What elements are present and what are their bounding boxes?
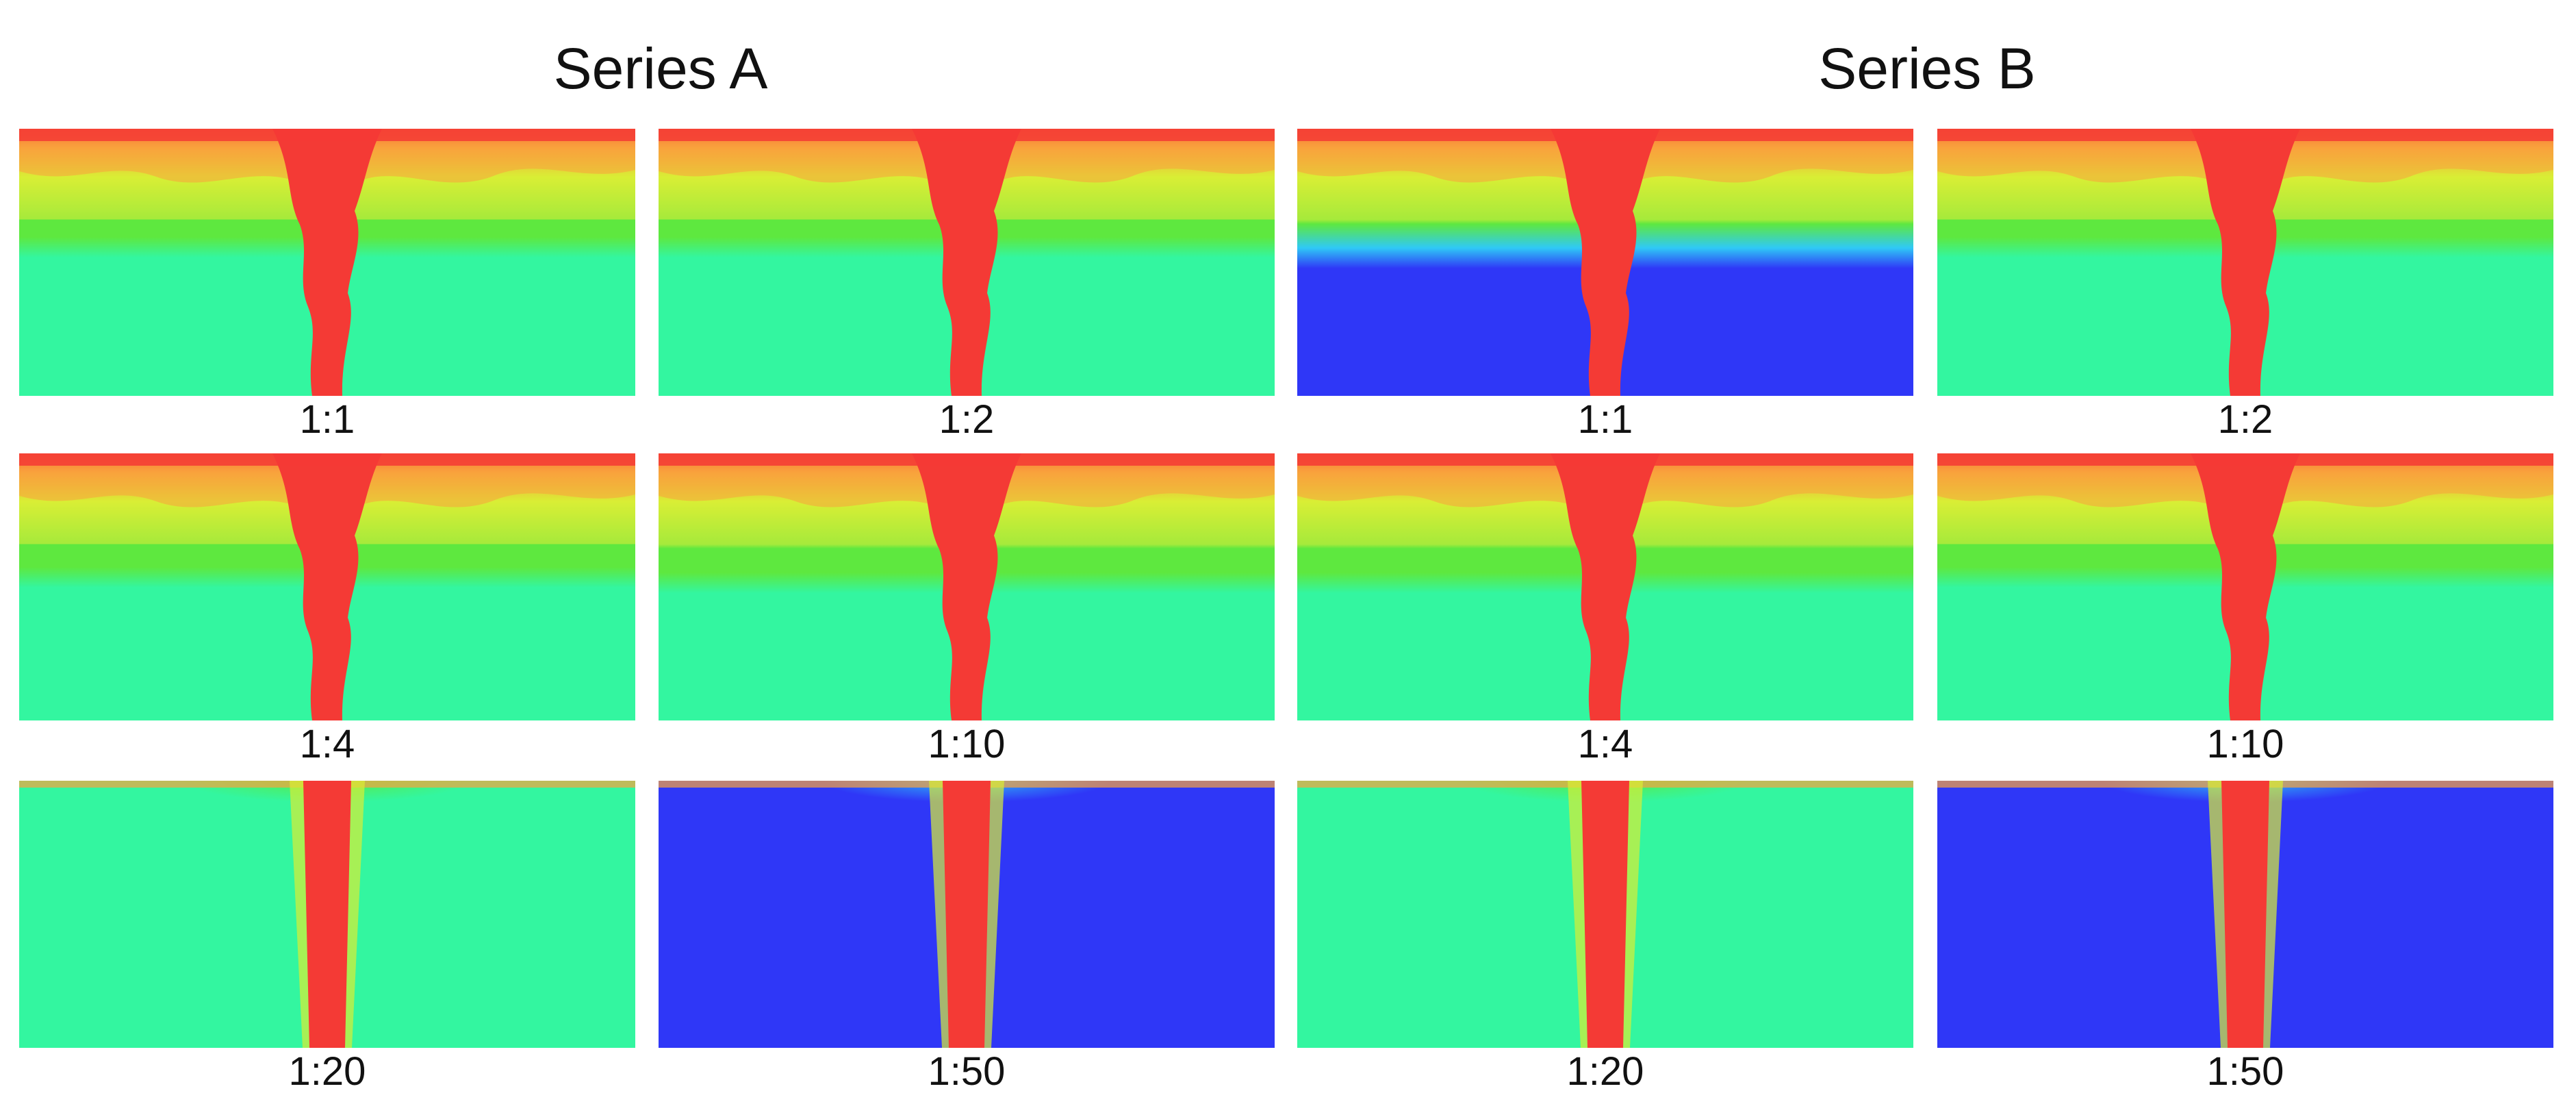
top-layer (19, 453, 635, 466)
series-b-panel-5-label: 1:20 (1566, 1049, 1644, 1094)
panel-canvas (1937, 453, 2553, 720)
series-b-panel-4 (1937, 453, 2553, 720)
panel-canvas (1297, 453, 1913, 720)
series-b-panel-1 (1297, 129, 1913, 396)
series-a-panel-3 (19, 453, 635, 720)
panel-canvas (19, 129, 635, 396)
series-a-panel-1 (19, 129, 635, 396)
series-a-panel-6 (659, 781, 1275, 1048)
top-layer (1937, 129, 2553, 141)
panel-canvas (1297, 129, 1913, 396)
series-b-panel-5 (1297, 781, 1913, 1048)
top-layer (659, 453, 1275, 466)
top-layer (1297, 453, 1913, 466)
series-a-panel-6-label: 1:50 (928, 1049, 1006, 1094)
series-b-panel-3-label: 1:4 (1577, 722, 1633, 766)
panel-canvas (659, 129, 1275, 396)
panel-canvas (1937, 781, 2553, 1048)
plume (1581, 781, 1629, 1048)
series-a-panel-2-label: 1:2 (939, 397, 995, 442)
series-a-panel-5-label: 1:20 (288, 1049, 366, 1094)
series-a-panel-3-label: 1:4 (299, 722, 355, 766)
plume (2191, 453, 2300, 720)
series-b-panel-1-label: 1:1 (1577, 397, 1633, 442)
panel-canvas (19, 781, 635, 1048)
plume (943, 781, 991, 1048)
series-b-panel-2-label: 1:2 (2217, 397, 2273, 442)
series-b-panel-3 (1297, 453, 1913, 720)
series-b-panel-6-label: 1:50 (2206, 1049, 2284, 1094)
series-a-title: Series A (553, 36, 768, 101)
series-a-panel-5 (19, 781, 635, 1048)
top-layer (659, 129, 1275, 141)
panel-canvas (19, 453, 635, 720)
series-b-panel-2 (1937, 129, 2553, 396)
panel-canvas (659, 453, 1275, 720)
series-a-panel-4-label: 1:10 (928, 722, 1006, 766)
plume (272, 453, 382, 720)
series-b-title: Series B (1818, 36, 2036, 101)
top-layer (19, 129, 635, 141)
plume (303, 781, 351, 1048)
plume (912, 129, 1021, 396)
plume (1551, 129, 1660, 396)
series-a-panel-1-label: 1:1 (299, 397, 355, 442)
series-a-panel-4 (659, 453, 1275, 720)
panel-canvas (1937, 129, 2553, 396)
panel-canvas (1297, 781, 1913, 1048)
plume (912, 453, 1021, 720)
top-layer (1297, 129, 1913, 141)
series-b-panel-6 (1937, 781, 2553, 1048)
series-b-panel-4-label: 1:10 (2206, 722, 2284, 766)
plume (2191, 129, 2300, 396)
plume (2221, 781, 2269, 1048)
panel-canvas (659, 781, 1275, 1048)
plume (272, 129, 382, 396)
top-layer (1937, 453, 2553, 466)
series-a-panel-2 (659, 129, 1275, 396)
plume (1551, 453, 1660, 720)
